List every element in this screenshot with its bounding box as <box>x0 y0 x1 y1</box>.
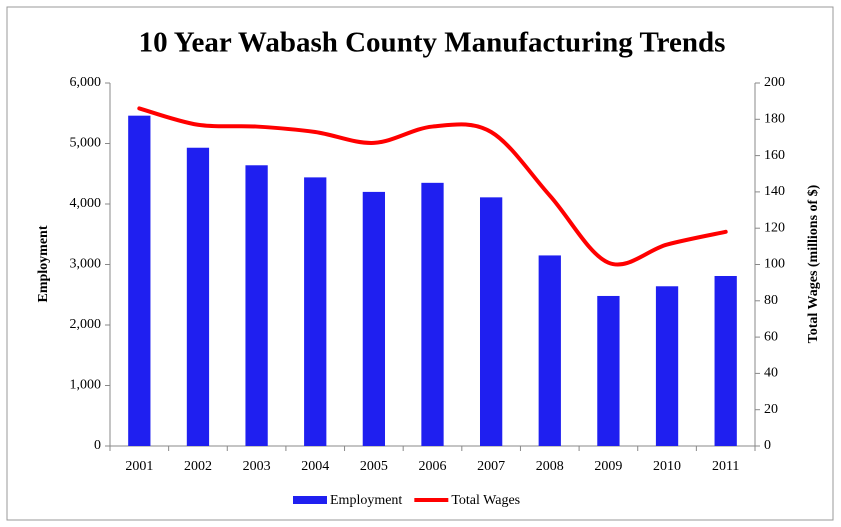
bar <box>245 165 268 446</box>
bar <box>421 182 444 446</box>
y-tick-label: 1,000 <box>70 378 102 393</box>
bar <box>128 115 151 447</box>
y2-tick-label: 60 <box>764 329 778 344</box>
y-tick-label: 5,000 <box>70 136 102 151</box>
x-tick-label: 2005 <box>360 459 388 474</box>
line <box>137 106 728 267</box>
y-tick-label: 3,000 <box>70 257 102 272</box>
bar <box>304 177 327 446</box>
bar <box>186 147 210 447</box>
y-axis-label: Employment <box>36 225 51 302</box>
y2-tick-label: 100 <box>764 257 785 272</box>
x-tick-label: 2009 <box>594 459 622 474</box>
y2-tick-label: 0 <box>764 438 771 453</box>
y-tick-label: 2,000 <box>70 317 102 332</box>
y2-tick-label: 200 <box>764 75 785 90</box>
y-tick-label: 6,000 <box>70 75 102 90</box>
y2-tick-label: 140 <box>764 184 785 199</box>
legend-label: Employment <box>330 493 402 508</box>
chart-title: 10 Year Wabash County Manufacturing Tren… <box>139 27 726 59</box>
y2-tick-label: 180 <box>764 112 785 127</box>
x-tick-label: 2008 <box>536 459 564 474</box>
legend-swatch <box>293 496 327 504</box>
x-tick-label: 2004 <box>301 459 329 474</box>
y2-tick-label: 20 <box>764 402 778 417</box>
x-tick-label: 2006 <box>419 459 447 474</box>
x-tick-label: 2003 <box>243 459 271 474</box>
bar <box>479 197 503 446</box>
y-tick-label: 4,000 <box>70 196 102 211</box>
x-tick-label: 2001 <box>125 459 153 474</box>
y-tick-label: 0 <box>94 438 101 453</box>
y2-tick-label: 40 <box>764 366 778 381</box>
x-tick-label: 2010 <box>653 459 681 474</box>
bar <box>538 255 561 446</box>
x-tick-label: 2002 <box>184 459 212 474</box>
x-tick-label: 2011 <box>712 459 739 474</box>
bar <box>714 275 737 446</box>
y2-axis-label: Total Wages (millions of $) <box>806 184 821 343</box>
x-tick-label: 2007 <box>477 459 505 474</box>
y2-tick-label: 160 <box>764 148 785 163</box>
y2-tick-label: 120 <box>764 220 785 235</box>
bar <box>655 286 679 446</box>
bar <box>597 295 620 446</box>
legend-label: Total Wages <box>451 493 520 508</box>
bar <box>362 191 386 446</box>
y2-tick-label: 80 <box>764 293 778 308</box>
